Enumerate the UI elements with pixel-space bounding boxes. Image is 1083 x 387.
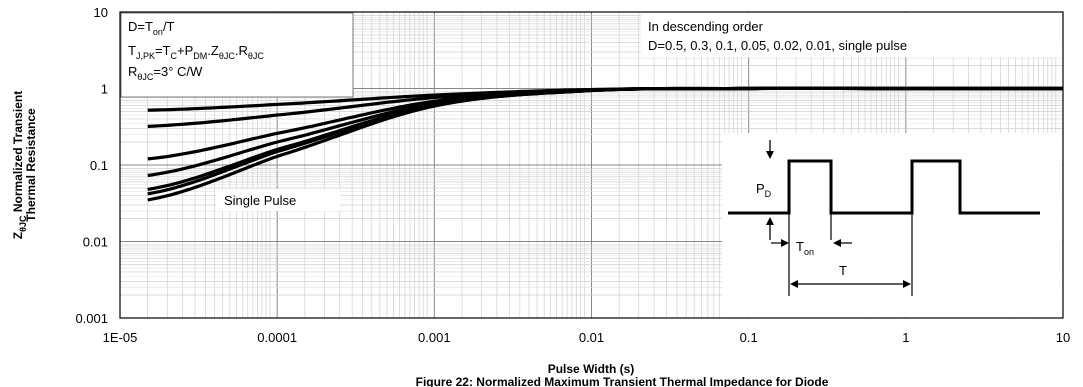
thermal-resistance-value: RθJC=3° C/W	[128, 64, 203, 82]
x-axis-title: Pulse Width (s)	[548, 362, 635, 376]
plot-frame	[119, 11, 1064, 319]
formula-box	[120, 12, 354, 98]
peak-temp-formula: TJ,PK=TC+PDM.ZθJC.RθJC	[128, 43, 264, 61]
curves	[147, 86, 1063, 202]
ton-label: Ton	[796, 239, 814, 257]
y-tick-label: 0.01	[83, 235, 108, 250]
order-note-line1: In descending order	[648, 19, 764, 34]
duty-formula: D=Ton/T	[128, 19, 175, 37]
order-note-box	[641, 13, 1062, 57]
single-pulse-label: Single Pulse	[224, 193, 296, 208]
y-axis-title: ZθJC Normalized Transient Thermal Resist…	[11, 91, 38, 239]
x-tick-label: 1E-05	[103, 330, 138, 345]
x-axis-ticks: 1E-05 0.0001 0.001 0.01 0.1 1 10	[103, 330, 1071, 345]
x-tick-label: 0.1	[740, 330, 758, 345]
x-tick-label: 0.01	[579, 330, 604, 345]
curve-single-pulse	[147, 86, 1063, 202]
x-tick-label: 1	[902, 330, 909, 345]
pulse-waveform-inset: PD Ton T	[722, 133, 1062, 317]
svg-text:Thermal Resistance: Thermal Resistance	[24, 108, 38, 222]
period-label: T	[839, 263, 847, 278]
x-tick-label: 10	[1056, 330, 1070, 345]
y-tick-label: 10	[94, 5, 108, 20]
y-axis-ticks: 0.001 0.01 0.1 1 10	[75, 5, 108, 326]
figure-caption: Figure 22: Normalized Maximum Transient …	[416, 375, 829, 387]
single-pulse-label-box	[216, 189, 340, 211]
order-note-line2: D=0.5, 0.3, 0.1, 0.05, 0.02, 0.01, singl…	[648, 38, 907, 53]
x-tick-label: 0.0001	[257, 330, 297, 345]
y-tick-label: 1	[101, 82, 108, 97]
svg-text:ZθJC Normalized Transient: ZθJC Normalized Transient	[11, 91, 28, 239]
y-tick-label: 0.001	[75, 311, 108, 326]
pd-label: PD	[756, 181, 772, 199]
y-tick-label: 0.1	[90, 158, 108, 173]
x-tick-label: 0.001	[418, 330, 451, 345]
